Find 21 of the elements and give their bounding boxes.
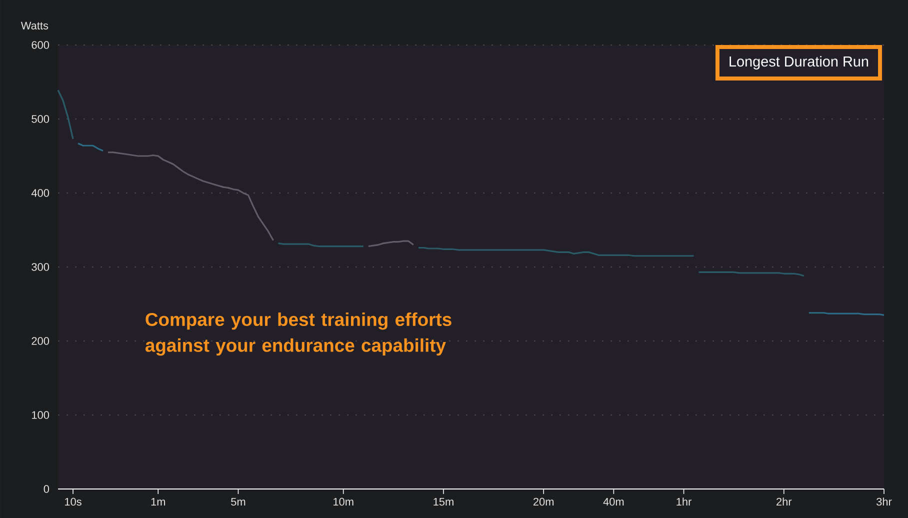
x-tick-label: 10s xyxy=(65,498,82,506)
x-tick-label: 3hr xyxy=(876,498,892,506)
y-tick-label: 400 xyxy=(31,189,50,197)
x-tick-label: 15m xyxy=(434,498,454,506)
y-tick-label: 300 xyxy=(32,263,50,271)
y-tick-label: 0 xyxy=(44,485,50,493)
y-tick-label: 200 xyxy=(32,337,50,345)
annotation: Longest Duration Run xyxy=(730,56,868,70)
x-tick-label: 1hr xyxy=(676,498,692,506)
x-tick-label: 5m xyxy=(231,498,246,506)
y-tick-label: 600 xyxy=(32,41,50,49)
line-series xyxy=(57,89,74,140)
x-tick-label: 1m xyxy=(151,498,166,506)
y-axis-title: Watts xyxy=(20,22,48,30)
y-tick-label: 500 xyxy=(32,115,50,123)
y-tick-label: 100 xyxy=(32,411,50,419)
annotation: Compare your best training efforts against your endurance capability xyxy=(145,312,452,356)
x-tick-label: 2hr xyxy=(776,498,792,506)
x-tick-label: 10m xyxy=(334,498,354,506)
x-tick-label: 40m xyxy=(603,498,624,506)
x-tick-label: 20m xyxy=(533,498,554,506)
